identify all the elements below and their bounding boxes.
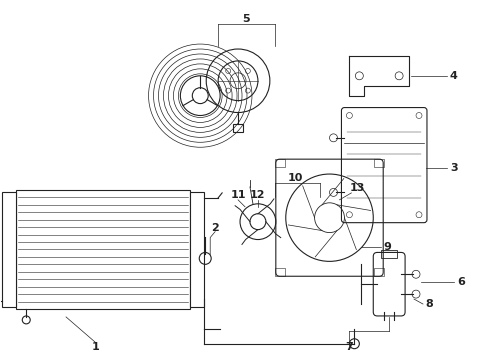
Text: 12: 12 [250, 190, 266, 200]
Text: 10: 10 [288, 173, 303, 183]
Text: 13: 13 [350, 183, 365, 193]
Bar [16, 190, 190, 309]
Text: 6: 6 [457, 277, 465, 287]
Bar [190, 192, 204, 307]
Bar [275, 268, 285, 276]
Text: 3: 3 [450, 163, 458, 173]
Text: 4: 4 [450, 71, 458, 81]
Bar [275, 159, 285, 167]
Text: 1: 1 [92, 342, 100, 352]
Text: 2: 2 [211, 222, 219, 233]
Text: 9: 9 [383, 243, 391, 252]
Text: 5: 5 [242, 14, 250, 24]
Bar [374, 268, 384, 276]
Bar [374, 159, 384, 167]
Text: 7: 7 [345, 342, 353, 352]
Bar [233, 125, 243, 132]
Bar [2, 192, 16, 307]
Text: 8: 8 [425, 299, 433, 309]
Text: 11: 11 [230, 190, 246, 200]
Bar [381, 251, 397, 258]
